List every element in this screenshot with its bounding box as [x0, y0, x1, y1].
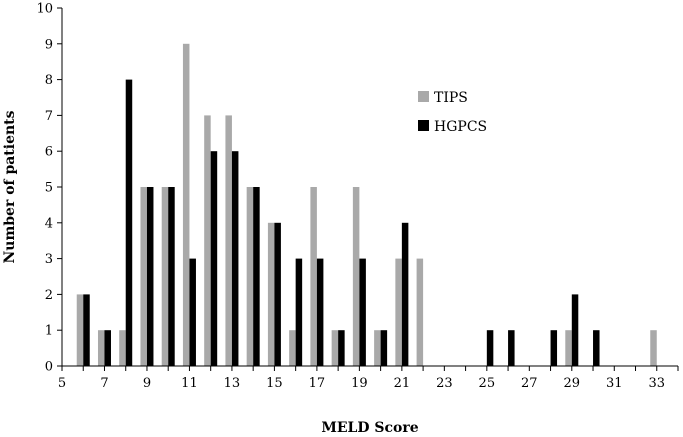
bar-tips [416, 258, 424, 366]
bar-tips [395, 258, 402, 366]
bar-hgpcs [104, 330, 111, 366]
bar-tips [161, 187, 169, 366]
bar-hgpcs [316, 258, 324, 366]
legend-swatch-tips [418, 91, 429, 102]
x-tick-label: 33 [648, 376, 665, 391]
bar-tips [182, 43, 190, 367]
bar-hgpcs [486, 330, 494, 366]
bar-hgpcs [338, 330, 345, 366]
bar-hgpcs [571, 294, 579, 366]
bar-hgpcs [359, 258, 366, 366]
bar-tips [331, 330, 339, 366]
bar-hgpcs [146, 187, 154, 366]
x-tick-label: 11 [181, 376, 198, 391]
x-tick-label: 5 [58, 376, 66, 391]
bar-hgpcs [550, 330, 558, 366]
bar-hgpcs [380, 330, 388, 366]
x-axis-title: MELD Score [321, 420, 418, 436]
bar-hgpcs [83, 294, 90, 366]
bar-hgpcs [189, 258, 196, 366]
y-tick-label: 4 [45, 216, 53, 231]
x-tick-label: 17 [309, 376, 326, 391]
bar-hgpcs [210, 151, 218, 366]
bar-tips [204, 115, 211, 367]
legend-swatch-hgpcs [418, 120, 429, 131]
bar-tips [310, 187, 317, 366]
x-tick-label: 13 [224, 376, 241, 391]
bar-tips [76, 294, 84, 366]
bar-hgpcs [231, 151, 239, 366]
x-tick-label: 25 [479, 376, 496, 391]
bars-group [76, 43, 657, 367]
y-tick-label: 7 [45, 109, 53, 124]
y-tick-label: 8 [45, 73, 53, 88]
x-tick-label: 19 [351, 376, 368, 391]
bar-tips [119, 330, 126, 366]
legend-label-hgpcs: HGPCS [434, 119, 487, 135]
bar-tips [352, 187, 360, 366]
y-tick-label: 2 [45, 288, 53, 303]
bar-hgpcs [274, 222, 281, 366]
y-tick-label: 5 [45, 181, 53, 196]
bar-tips [650, 330, 657, 366]
bar-hgpcs [593, 330, 600, 366]
legend-label-tips: TIPS [434, 90, 468, 106]
bar-hgpcs [253, 187, 260, 366]
bar-hgpcs [295, 258, 303, 366]
x-tick-label: 23 [436, 376, 453, 391]
y-tick-label: 3 [45, 252, 53, 267]
bar-tips [140, 187, 147, 366]
x-tick-label: 7 [100, 376, 108, 391]
bar-tips [374, 330, 381, 366]
bar-tips [289, 330, 296, 366]
bar-hgpcs [401, 222, 409, 366]
bar-tips [565, 330, 572, 366]
y-tick-label: 0 [45, 360, 53, 375]
bar-hgpcs [168, 187, 175, 366]
bar-tips [267, 222, 275, 366]
y-tick-label: 6 [45, 145, 53, 160]
bar-tips [225, 115, 232, 367]
x-ticks-group: 5 7 9 11 13 15 17 19 21 23 25 27 29 31 33 [58, 366, 679, 391]
bar-tips [246, 187, 254, 366]
x-tick-label: 29 [564, 376, 581, 391]
axes-group [61, 8, 678, 367]
bar-tips [97, 330, 105, 366]
x-tick-label: 15 [266, 376, 283, 391]
bar-hgpcs [125, 79, 133, 366]
legend: TIPS HGPCS [418, 90, 487, 135]
y-ticks-group: 0 1 2 3 4 5 6 7 8 9 10 [36, 2, 62, 375]
x-tick-label: 21 [394, 376, 411, 391]
x-tick-label: 31 [606, 376, 623, 391]
y-tick-label: 1 [45, 324, 53, 339]
y-tick-label: 10 [36, 2, 53, 17]
x-tick-label: 27 [521, 376, 538, 391]
y-axis-title: Number of patients [2, 110, 18, 263]
x-tick-label: 9 [143, 376, 151, 391]
y-tick-label: 9 [45, 37, 53, 52]
bar-hgpcs [508, 330, 515, 366]
